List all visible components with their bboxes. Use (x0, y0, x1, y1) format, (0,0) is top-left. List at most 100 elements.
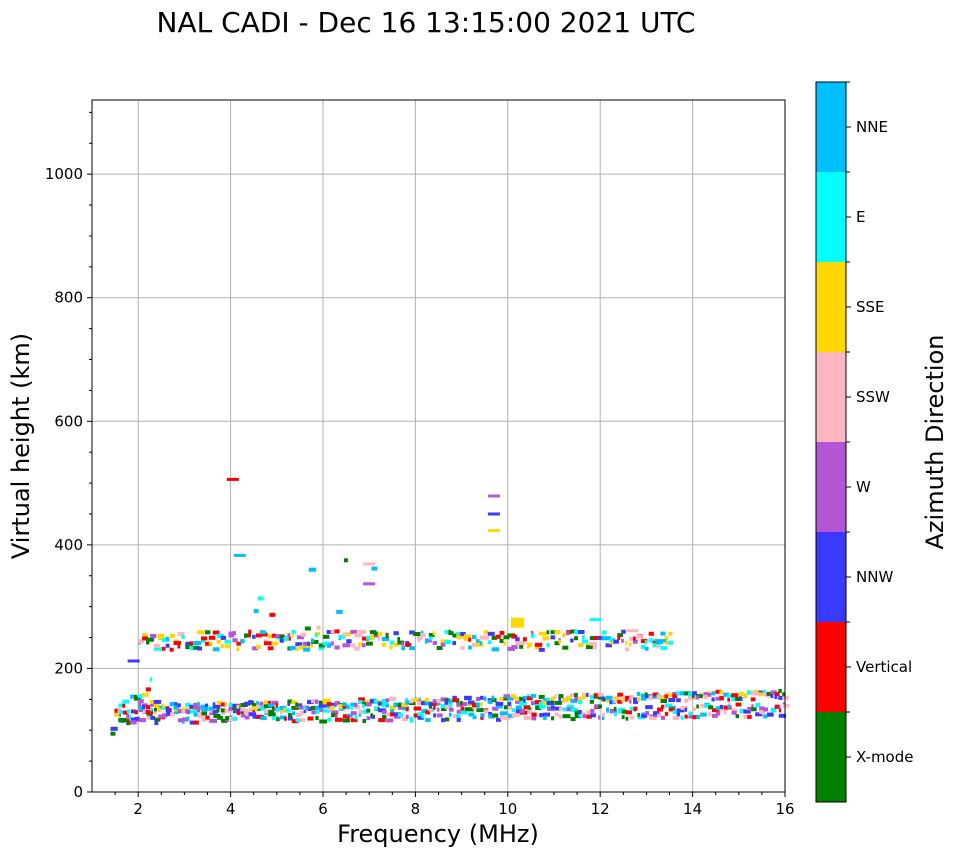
echo-mark (331, 713, 338, 718)
echo-mark (417, 700, 421, 705)
echo-mark (644, 646, 649, 651)
echo-mark (484, 709, 489, 714)
colorbar-segment (816, 352, 846, 442)
echo-mark (680, 691, 687, 696)
echo-mark (519, 696, 523, 701)
echo-mark (456, 700, 460, 705)
echo-mark (617, 707, 625, 712)
echo-mark (244, 633, 247, 638)
echo-mark (358, 700, 363, 705)
echo-mark (271, 641, 278, 646)
echo-mark (656, 640, 664, 645)
echo-mark (354, 715, 358, 720)
echo-mark (424, 638, 432, 643)
echo-mark (437, 713, 443, 718)
echo-mark (479, 635, 485, 640)
echo-mark (672, 694, 678, 699)
echo-mark (448, 702, 453, 707)
echo-mark (272, 716, 279, 721)
echo-mark (153, 704, 160, 708)
echo-mark (711, 697, 715, 702)
echo-mark (425, 710, 431, 715)
echo-mark (385, 703, 389, 708)
echo-mark (661, 704, 665, 709)
echo-mark (472, 715, 477, 720)
echo-mark (291, 700, 297, 705)
azimuth-colorbar: X-mode Vertical NNW W SSW SSE E NNE (815, 81, 913, 803)
echo-mark (145, 705, 151, 710)
echo-mark (452, 714, 457, 718)
echo-mark (432, 631, 436, 636)
echo-mark (212, 630, 220, 635)
echo-mark (378, 708, 386, 713)
echo-mark (472, 703, 479, 708)
echo-mark (382, 710, 387, 715)
echo-mark (381, 698, 389, 703)
echo-mark (527, 696, 533, 701)
echo-mark (425, 718, 431, 723)
echo-mark (586, 710, 592, 715)
echo-mark (664, 703, 673, 708)
colorbar-tick-label: X-mode (856, 748, 913, 766)
echo-mark (719, 695, 724, 700)
echo-mark (314, 699, 319, 704)
x-tick-label: 10 (498, 800, 517, 818)
echo-mark (625, 716, 629, 721)
echo-mark (189, 720, 196, 725)
echo-mark (507, 633, 516, 638)
echo-mark (641, 713, 648, 718)
echo-mark (754, 691, 760, 696)
echo-mark (311, 705, 318, 710)
echo-mark (460, 706, 465, 711)
echo-mark (590, 713, 596, 718)
echo-mark (582, 711, 585, 716)
echo-mark (778, 689, 782, 693)
echo-mark (269, 612, 276, 617)
echo-mark (228, 631, 234, 636)
echo-mark (585, 645, 593, 650)
echo-mark (354, 705, 361, 710)
echo-mark (531, 712, 537, 717)
echo-mark (688, 714, 693, 719)
grid-lines (92, 100, 785, 793)
echo-mark (770, 690, 777, 695)
echo-mark (181, 707, 189, 712)
echo-mark (629, 642, 632, 647)
echo-mark (279, 638, 284, 643)
echo-mark (279, 705, 287, 710)
echo-mark (657, 707, 663, 712)
echo-mark (421, 709, 428, 714)
echo-mark (280, 715, 287, 720)
echo-mark (413, 697, 420, 702)
echo-mark (688, 711, 693, 716)
echo-mark (145, 687, 151, 692)
echo-mark (719, 704, 724, 709)
echo-mark (429, 708, 432, 713)
echo-mark (165, 706, 170, 711)
x-tick-label: 2 (133, 800, 143, 818)
echo-mark (193, 712, 198, 717)
echo-mark (751, 704, 754, 709)
echo-mark (551, 716, 555, 721)
echo-mark (201, 717, 207, 722)
echo-mark (110, 726, 118, 731)
echo-mark (335, 717, 343, 722)
echo-mark (173, 641, 182, 645)
echo-mark (287, 699, 293, 704)
echo-mark (625, 647, 629, 652)
echo-mark (236, 707, 242, 712)
echo-mark (546, 630, 550, 635)
echo-mark (401, 702, 409, 707)
echo-mark (350, 711, 357, 716)
echo-mark (664, 711, 669, 716)
echo-mark (636, 634, 643, 639)
echo-mark (589, 695, 596, 700)
echo-mark (322, 700, 327, 705)
echo-mark (582, 714, 587, 719)
echo-mark (445, 717, 450, 722)
echo-mark (296, 635, 304, 640)
echo-mark (475, 642, 484, 647)
echo-mark (645, 705, 653, 710)
echo-mark (613, 706, 617, 711)
echo-mark (594, 704, 600, 709)
